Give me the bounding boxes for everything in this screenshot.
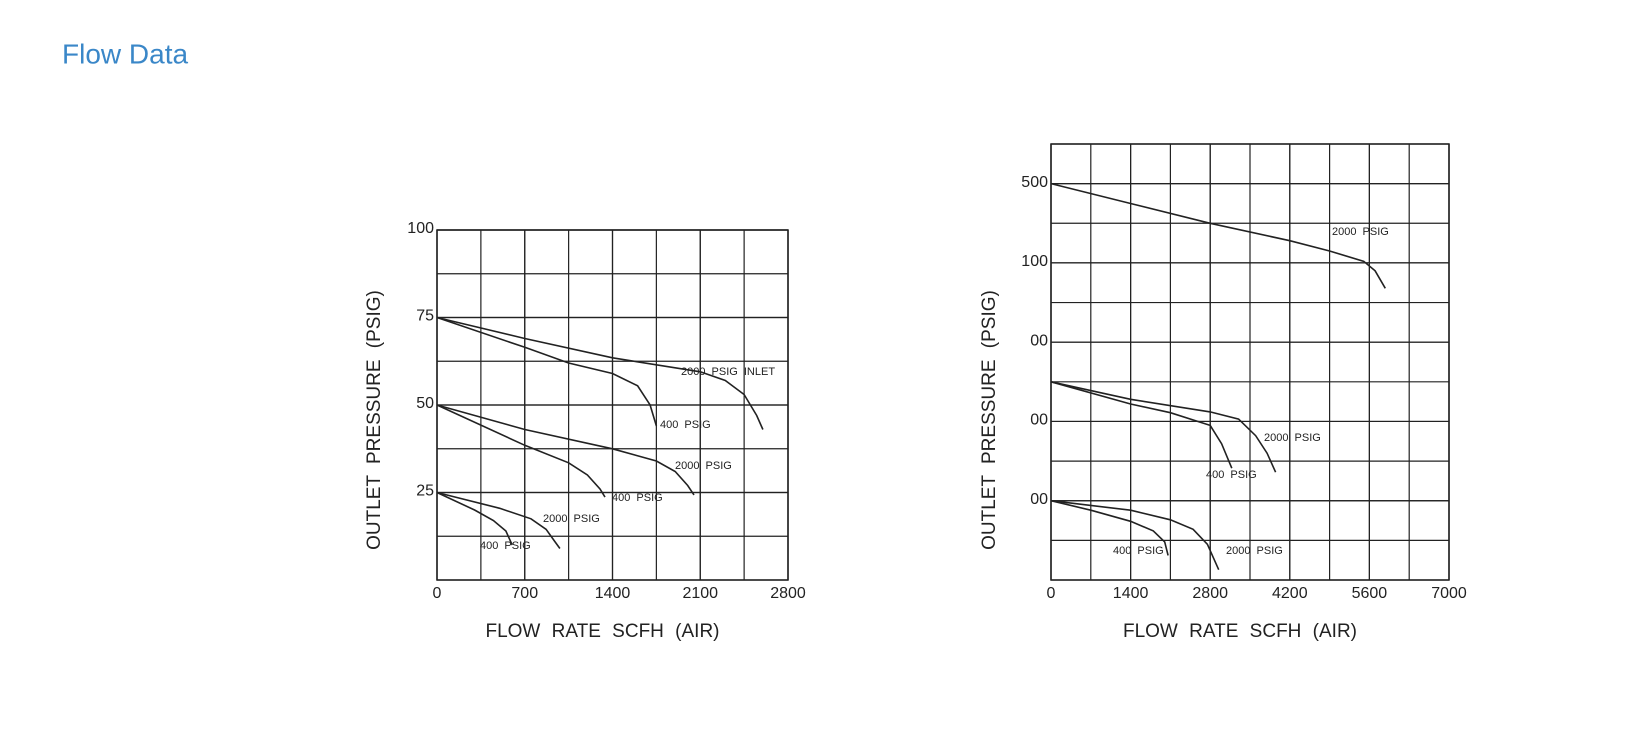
x-axis-title: FLOW RATE SCFH (AIR) <box>485 621 719 642</box>
curve-label: 2000 PSIG <box>543 513 600 525</box>
curve-label: 2000 PSIG <box>675 460 732 472</box>
curve-label: 400 PSIG <box>480 540 531 552</box>
curve-label: 2000 PSIG INLET <box>681 366 775 378</box>
flow-curve <box>1050 499 1169 556</box>
page-title: Flow Data <box>62 38 188 69</box>
y-tick-label: 100 <box>1021 253 1048 270</box>
curve-label: 2000 PSIG <box>1226 545 1283 557</box>
flow-curve <box>436 316 764 430</box>
x-axis-title: FLOW RATE SCFH (AIR) <box>1123 621 1357 642</box>
y-axis-title: OUTLET PRESSURE (PSIG) <box>979 290 1000 550</box>
flow-curve <box>436 491 513 546</box>
y-tick-label: 25 <box>416 483 434 500</box>
y-axis-title: OUTLET PRESSURE (PSIG) <box>364 290 385 550</box>
x-tick-label: 0 <box>1047 585 1056 602</box>
y-tick-label: 00 <box>1030 491 1048 508</box>
curve-label: 400 PSIG <box>660 419 711 431</box>
flow-curve <box>436 316 658 427</box>
curve-label: 2000 PSIG <box>1264 432 1321 444</box>
y-tick-label: 00 <box>1030 332 1048 349</box>
y-tick-label: 75 <box>416 308 434 325</box>
flow-curve <box>436 404 695 496</box>
curve-label: 400 PSIG <box>1113 545 1164 557</box>
y-tick-label: 100 <box>407 220 434 237</box>
y-tick-label: 50 <box>416 395 434 412</box>
flow-curve <box>1050 381 1233 469</box>
x-tick-label: 7000 <box>1431 585 1467 602</box>
x-tick-label: 0 <box>433 585 442 602</box>
x-tick-label: 2800 <box>770 585 806 602</box>
curve-label: 400 PSIG <box>1206 469 1257 481</box>
y-tick-label: 00 <box>1030 412 1048 429</box>
x-tick-label: 1400 <box>595 585 631 602</box>
flow-curve <box>436 491 561 549</box>
curve-label: 400 PSIG <box>612 492 663 504</box>
curve-label: 2000 PSIG <box>1332 226 1389 238</box>
x-tick-label: 4200 <box>1272 585 1308 602</box>
y-tick-label: 500 <box>1021 174 1048 191</box>
flow-curve <box>1050 381 1277 473</box>
x-tick-label: 2800 <box>1192 585 1228 602</box>
flow-curve <box>1050 182 1386 289</box>
x-tick-label: 700 <box>511 585 538 602</box>
x-tick-label: 2100 <box>682 585 718 602</box>
x-tick-label: 1400 <box>1113 585 1149 602</box>
flow-curve <box>1050 499 1220 571</box>
x-tick-label: 5600 <box>1352 585 1388 602</box>
flow-curve <box>436 404 606 498</box>
